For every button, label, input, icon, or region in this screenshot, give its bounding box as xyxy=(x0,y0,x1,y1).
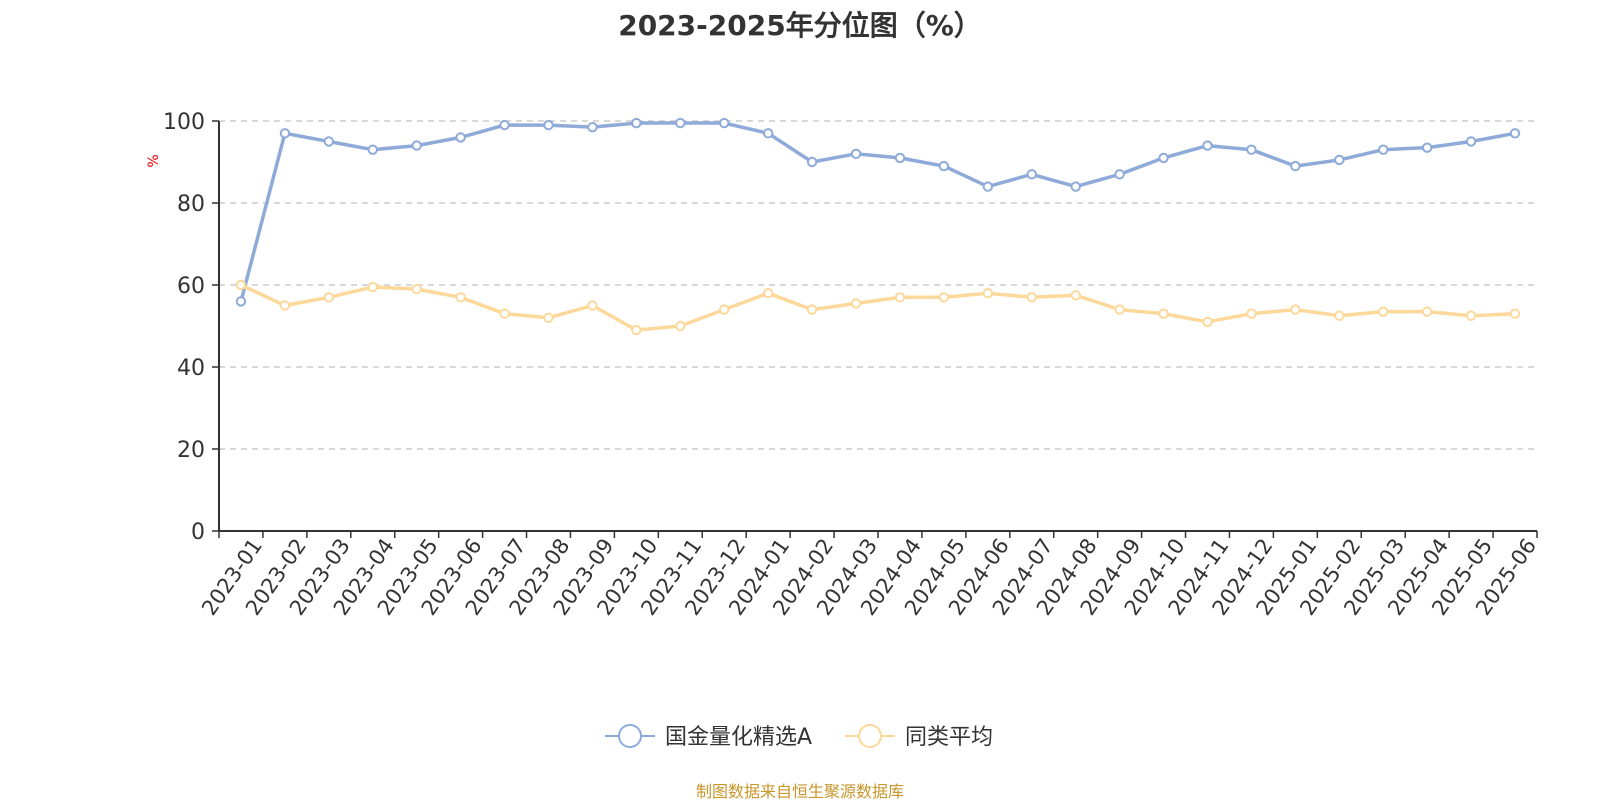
data-point[interactable] xyxy=(279,128,291,139)
series-1 xyxy=(240,283,1516,332)
series-line xyxy=(239,121,1516,302)
data-point[interactable] xyxy=(631,324,642,336)
y-tick-label: 60 xyxy=(177,274,205,299)
data-point[interactable] xyxy=(982,288,994,299)
data-point[interactable] xyxy=(806,156,818,168)
legend-item-0[interactable]: 国金量化精选A xyxy=(605,724,812,750)
axes xyxy=(218,121,1537,532)
data-point[interactable] xyxy=(499,119,510,131)
legend-label: 同类平均 xyxy=(905,725,993,750)
legend-item-1[interactable]: 同类平均 xyxy=(845,724,993,750)
data-point[interactable] xyxy=(1334,154,1345,166)
y-axis-ticks: 0 20 40 60 80 100 xyxy=(163,110,219,545)
data-point[interactable] xyxy=(367,281,378,293)
y-tick-label: 100 xyxy=(163,110,205,135)
data-point[interactable] xyxy=(675,320,686,332)
data-point[interactable] xyxy=(1509,308,1521,319)
data-point[interactable] xyxy=(894,152,906,164)
data-point[interactable] xyxy=(1378,306,1389,317)
data-point[interactable] xyxy=(587,121,598,133)
data-point[interactable] xyxy=(1465,136,1477,147)
data-point[interactable] xyxy=(411,140,422,151)
data-point[interactable] xyxy=(323,136,335,147)
data-point[interactable] xyxy=(894,292,906,303)
data-point[interactable] xyxy=(850,148,862,160)
data-point[interactable] xyxy=(1290,160,1301,172)
series-lines xyxy=(235,117,1521,336)
data-point[interactable] xyxy=(1158,308,1169,319)
data-point[interactable] xyxy=(543,312,554,323)
data-point[interactable] xyxy=(1158,152,1169,164)
series-points-0 xyxy=(235,117,1521,307)
data-point[interactable] xyxy=(543,119,554,131)
data-point[interactable] xyxy=(1421,306,1433,317)
data-point[interactable] xyxy=(1334,310,1345,321)
data-point[interactable] xyxy=(235,279,247,291)
data-point[interactable] xyxy=(938,160,950,172)
data-point[interactable] xyxy=(279,300,291,311)
data-point[interactable] xyxy=(323,292,335,303)
y-tick-label: 80 xyxy=(177,192,205,217)
data-point[interactable] xyxy=(1509,128,1521,139)
data-point[interactable] xyxy=(1114,304,1125,315)
data-point[interactable] xyxy=(235,296,247,307)
data-point[interactable] xyxy=(762,128,774,139)
data-point[interactable] xyxy=(1378,144,1389,155)
data-point[interactable] xyxy=(1246,308,1257,319)
chart-title: 2023-2025年分位图（%） xyxy=(618,9,982,42)
data-point[interactable] xyxy=(631,117,642,129)
data-point[interactable] xyxy=(982,181,994,192)
data-point[interactable] xyxy=(455,292,466,303)
source-note: 制图数据来自恒生聚源数据库 xyxy=(695,782,904,801)
legend-label: 国金量化精选A xyxy=(665,725,812,750)
legend-marker xyxy=(858,724,882,748)
data-point[interactable] xyxy=(850,298,862,309)
data-point[interactable] xyxy=(1246,144,1257,155)
data-point[interactable] xyxy=(719,117,730,129)
legend-marker xyxy=(618,724,642,748)
data-point[interactable] xyxy=(587,300,598,311)
data-point[interactable] xyxy=(1026,292,1037,303)
data-point[interactable] xyxy=(1202,140,1213,151)
series-0 xyxy=(239,121,1516,302)
data-point[interactable] xyxy=(675,117,686,129)
data-point[interactable] xyxy=(499,308,510,319)
legend[interactable]: 国金量化精选A 同类平均 xyxy=(605,724,993,750)
data-point[interactable] xyxy=(1290,304,1301,315)
data-point[interactable] xyxy=(806,304,818,315)
data-point[interactable] xyxy=(762,288,774,299)
data-point[interactable] xyxy=(455,132,466,143)
data-point[interactable] xyxy=(411,283,422,295)
data-point[interactable] xyxy=(1114,169,1125,180)
x-axis-ticks: 2023-012023-022023-032023-042023-052023-… xyxy=(197,531,1541,620)
data-point[interactable] xyxy=(1070,181,1081,192)
series-line xyxy=(240,283,1516,332)
data-point[interactable] xyxy=(1026,169,1037,180)
data-point[interactable] xyxy=(1465,310,1477,321)
y-axis-label: % xyxy=(146,154,162,167)
series-points-1 xyxy=(235,279,1521,336)
data-point[interactable] xyxy=(1421,142,1433,153)
data-point[interactable] xyxy=(1070,290,1081,301)
y-tick-label: 0 xyxy=(191,520,205,545)
data-point[interactable] xyxy=(938,292,950,303)
data-point[interactable] xyxy=(1202,316,1213,328)
data-point[interactable] xyxy=(367,144,378,155)
y-tick-label: 40 xyxy=(177,356,205,381)
y-tick-label: 20 xyxy=(177,438,205,463)
data-point[interactable] xyxy=(719,304,730,315)
